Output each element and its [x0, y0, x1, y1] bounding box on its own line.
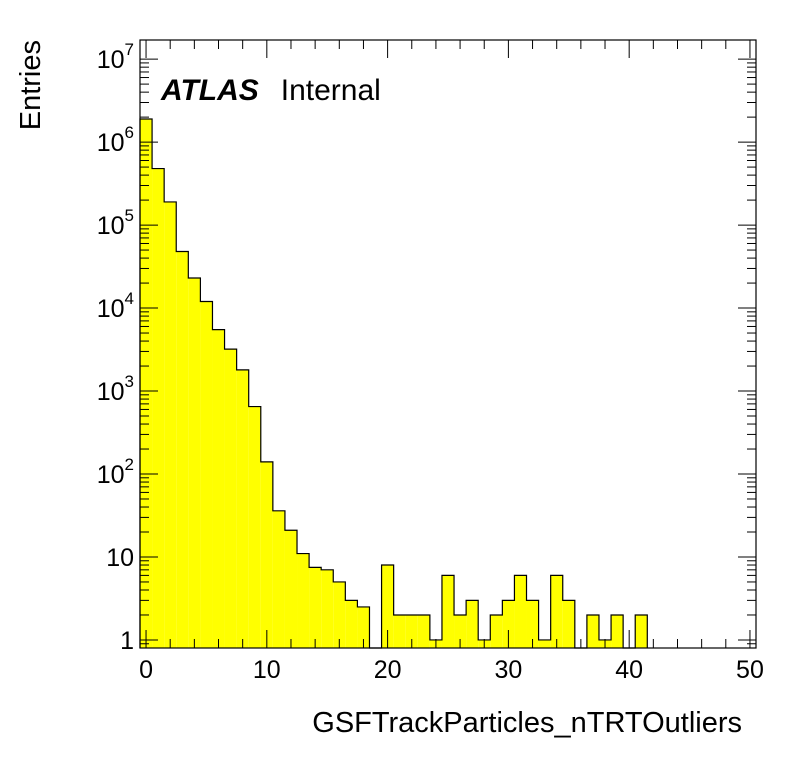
histogram-bin — [466, 600, 479, 648]
x-tick-label: 30 — [494, 656, 522, 684]
axis-ticks — [140, 40, 756, 649]
plot-frame — [139, 39, 757, 649]
histogram-bin — [562, 600, 575, 648]
atlas-label: ATLAS Internal — [160, 74, 381, 107]
histogram-bin — [454, 614, 467, 648]
x-tick-label: 10 — [253, 656, 281, 684]
histogram-bin — [393, 614, 406, 648]
histogram-bin — [490, 614, 503, 648]
histogram-bin — [200, 301, 213, 648]
histogram-bin — [526, 600, 539, 648]
histogram-bin — [140, 118, 153, 649]
histogram-bin — [381, 565, 394, 648]
y-tick-label: 104 — [97, 289, 134, 323]
histogram-bin — [309, 567, 322, 648]
y-tick-label: 1 — [120, 627, 134, 655]
histogram-bin — [284, 530, 298, 648]
histogram-bin — [260, 461, 273, 648]
histogram-bars — [139, 118, 648, 649]
histogram-bin — [357, 606, 370, 648]
histogram-bin — [611, 614, 624, 648]
histogram-outline — [139, 118, 648, 649]
x-tick-label: 40 — [615, 656, 643, 684]
y-tick-labels: 1 10 102 103 104 105 106 107 — [97, 40, 134, 655]
histogram-bin — [345, 600, 358, 648]
y-tick-label: 103 — [97, 372, 134, 406]
x-tick-label: 50 — [736, 656, 764, 684]
histogram-bin — [236, 369, 249, 648]
y-tick-label: 10 — [106, 544, 134, 572]
histogram-bin — [188, 278, 201, 648]
histogram-bin — [333, 581, 346, 648]
histogram-bin — [417, 614, 430, 648]
histogram-bin — [550, 575, 563, 648]
x-tick-label: 20 — [374, 656, 402, 684]
histogram-bin — [272, 510, 285, 648]
y-tick-label: 107 — [97, 40, 134, 74]
histogram-bin — [441, 575, 455, 648]
y-tick-label: 102 — [97, 455, 134, 489]
atlas-experiment: ATLAS — [160, 74, 259, 107]
histogram-bin — [212, 329, 225, 648]
histogram-bin — [538, 639, 551, 648]
x-tick-label: 0 — [139, 656, 153, 684]
histogram-bin — [248, 406, 261, 648]
y-tick-label: 106 — [97, 123, 134, 157]
histogram-bin — [176, 251, 189, 648]
histogram-bin — [224, 349, 237, 648]
histogram-bin — [502, 600, 515, 648]
histogram-bin — [514, 575, 527, 648]
y-axis-title: Entries — [15, 40, 47, 130]
x-axis-title: GSFTrackParticles_nTRTOutliers — [312, 707, 742, 739]
histogram-bin — [297, 553, 310, 648]
atlas-status: Internal — [281, 74, 381, 107]
x-tick-labels: 0 10 20 30 40 50 — [139, 656, 764, 684]
histogram-bin — [321, 569, 334, 648]
histogram-bin — [405, 614, 418, 648]
histogram-bin — [164, 201, 177, 648]
y-tick-label: 105 — [97, 206, 134, 240]
histogram-bin — [152, 168, 165, 648]
histogram-bin — [635, 614, 648, 648]
histogram-bin — [586, 614, 599, 648]
